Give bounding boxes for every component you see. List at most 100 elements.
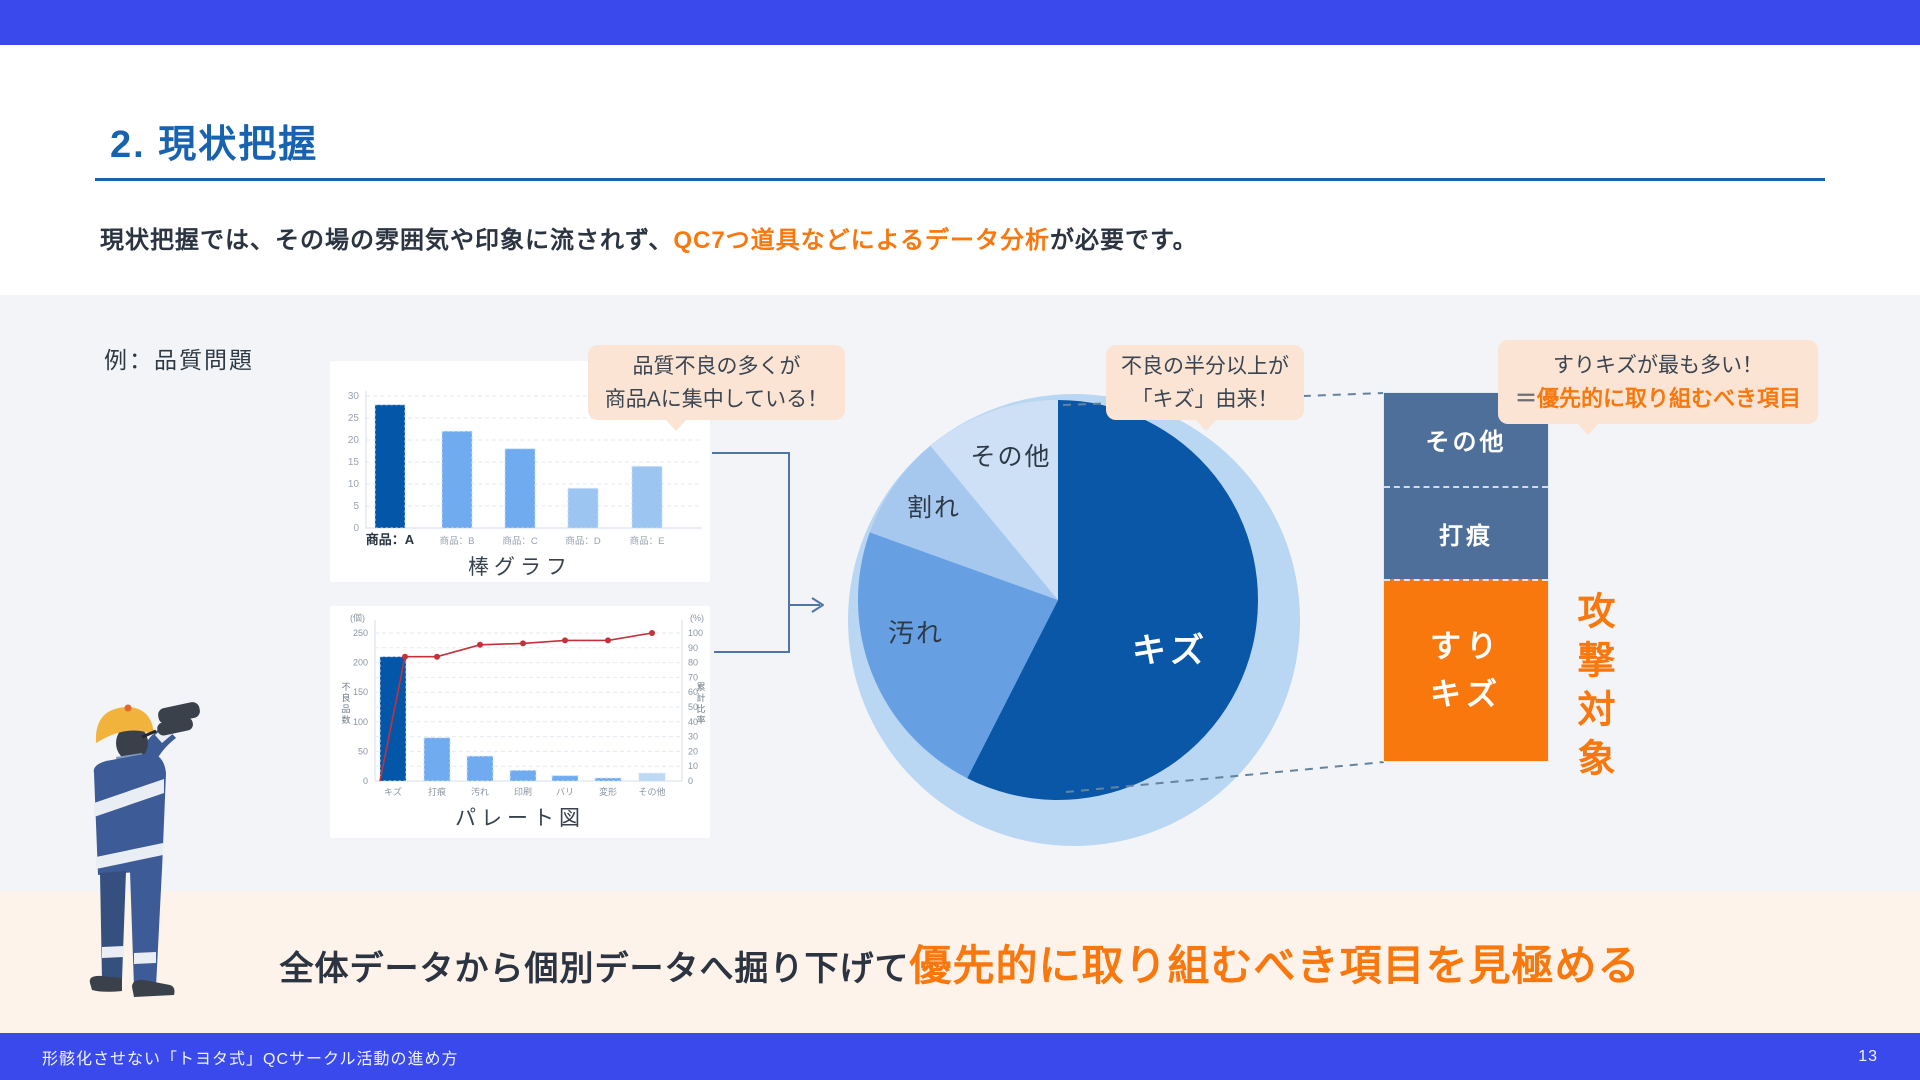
attack-target-label: 攻撃対象 [1571,591,1613,787]
svg-text:250: 250 [353,628,368,638]
callout-line: 「キズ」由来！ [1131,387,1279,411]
worker-illustration [89,702,200,997]
hip-stripe [96,843,163,869]
svg-text:(%): (%) [690,613,704,623]
ankle-stripe-left [102,946,124,958]
bracket-connector [712,452,790,653]
svg-text:50: 50 [358,746,368,756]
svg-text:打痕: 打痕 [428,786,446,797]
arrow-head [811,597,824,613]
svg-text:90: 90 [688,643,698,653]
callout-line: 品質不良の多くが [632,354,801,378]
subtitle-post: が必要です。 [1049,227,1198,254]
svg-text:その他: その他 [638,786,665,797]
bar-chart-caption: 棒グラフ [468,556,572,579]
svg-text:100: 100 [688,628,703,638]
callout-highlight: 優先的に取り組むべき項目 [1537,385,1802,411]
header: 2. 現状把握 現状把握では、その場の雰囲気や印象に流されず、QC7つ道具などに… [0,45,1920,295]
stack-segment-3: すり キズ [1384,579,1548,761]
worker-torso [93,753,166,875]
callout-line: ＝優先的に取り組むべき項目 [1515,382,1801,416]
title-underline [95,178,1825,181]
svg-text:キズ: キズ [384,786,402,797]
svg-text:30: 30 [348,391,360,402]
footer-title: 形骸化させない「トヨタ式」QCサークル活動の進め方 [42,1050,459,1068]
svg-text:30: 30 [688,732,698,742]
svg-text:60: 60 [688,687,698,697]
svg-text:150: 150 [353,687,368,697]
stacked-bar-callout: すりキズが最も多い！ ＝優先的に取り組むべき項目 [1498,340,1818,435]
top-bar [0,0,1920,45]
callout-line: すりキズが最も多い！ [1553,353,1763,377]
svg-text:(個): (個) [350,612,365,623]
stack-segment-label: すり キズ [1430,629,1502,713]
svg-text:20: 20 [688,746,698,756]
ankle-stripe-right [134,952,156,964]
svg-text:商品：B: 商品：B [440,535,475,547]
svg-text:商品：C: 商品：C [502,535,538,547]
pie-chart-callout: 不良の半分以上が 「キズ」由来！ [1106,345,1304,431]
conclusion-pre: 全体データから個別データへ掘り下げて [279,949,910,988]
svg-text:バリ: バリ [556,787,574,797]
stacked-bar-chart: その他打痕すり キズ [1383,392,1549,762]
diagram-area: 例：品質問題 0 5 10 15 20 25 30 商品：A 商品：B 商品：C 商品：D 商品：E … [0,295,1920,891]
shoe-left [89,975,122,992]
stack-segment-label: 打痕 [1439,523,1493,551]
hat-button [124,704,132,712]
svg-text:0: 0 [363,776,368,786]
svg-text:25: 25 [348,413,360,424]
svg-text:印刷: 印刷 [514,786,532,797]
worker-head [116,725,148,761]
pareto-chart-caption: パレート図 [455,807,585,830]
shoe-right [132,979,175,997]
svg-text:50: 50 [688,702,698,712]
svg-text:汚れ: 汚れ [888,618,944,648]
bar-chart-callout: 品質不良の多くが 商品Aに集中している！ [588,345,845,431]
svg-text:割れ: 割れ [907,494,961,522]
svg-text:商品：A: 商品：A [366,532,415,547]
svg-text:15: 15 [348,457,360,468]
svg-text:0: 0 [688,776,693,786]
page-title: 2. 現状把握 [110,124,319,166]
worker-leg-left [100,871,126,980]
svg-text:キズ: キズ [1132,631,1208,670]
bar-chart: 0 5 10 15 20 25 30 商品：A 商品：B 商品：C 商品：D 商品：E [348,391,702,547]
example-label: 例：品質問題 [104,347,254,373]
callout-line: 不良の半分以上が [1121,354,1289,378]
svg-text:10: 10 [688,761,698,771]
svg-text:100: 100 [353,717,368,727]
page-number: 13 [1858,1047,1878,1065]
svg-text:200: 200 [353,658,368,668]
svg-text:80: 80 [688,658,698,668]
svg-text:商品：D: 商品：D [565,535,601,547]
pareto-chart-panel: 0 10 20 30 40 50 60 70 80 90 100 0 50 100 150 200 250 (個)… [330,606,710,838]
conclusion-band: 全体データから個別データへ掘り下げて 優先的に取り組むべき項目を見極める [0,891,1920,1033]
callout-line: 商品Aに集中している！ [604,387,829,411]
subtitle-pre: 現状把握では、その場の雰囲気や印象に流されず、 [100,227,674,254]
worker-leg-right [130,869,162,987]
svg-text:70: 70 [688,672,698,682]
svg-text:汚れ: 汚れ [471,786,489,797]
svg-text:40: 40 [688,717,698,727]
footer: 形骸化させない「トヨタ式」QCサークル活動の進め方 13 [0,1033,1920,1080]
svg-text:0: 0 [353,523,359,534]
svg-text:商品：E: 商品：E [630,535,665,547]
svg-text:その他: その他 [970,443,1051,471]
subtitle-highlight: QC7つ道具などによるデータ分析 [673,227,1050,254]
binoculars-icon [157,702,200,736]
subtitle: 現状把握では、その場の雰囲気や印象に流されず、QC7つ道具などによるデータ分析が… [100,220,1198,255]
conclusion-highlight: 優先的に取り組むべき項目を見極める [909,941,1641,989]
chest-stripe [94,779,164,817]
hard-hat [95,707,154,743]
svg-text:10: 10 [348,479,360,490]
pareto-chart: 0 10 20 30 40 50 60 70 80 90 100 0 50 100 150 200 250 (個)… [341,612,705,797]
stack-segment-label: その他 [1425,429,1507,457]
svg-text:20: 20 [348,435,360,446]
svg-text:5: 5 [353,501,359,512]
svg-text:累計比率: 累計比率 [696,682,705,725]
glasses-strap [141,729,157,739]
stack-segment-2: 打痕 [1384,486,1548,580]
equals-sign: ＝ [1514,385,1537,411]
